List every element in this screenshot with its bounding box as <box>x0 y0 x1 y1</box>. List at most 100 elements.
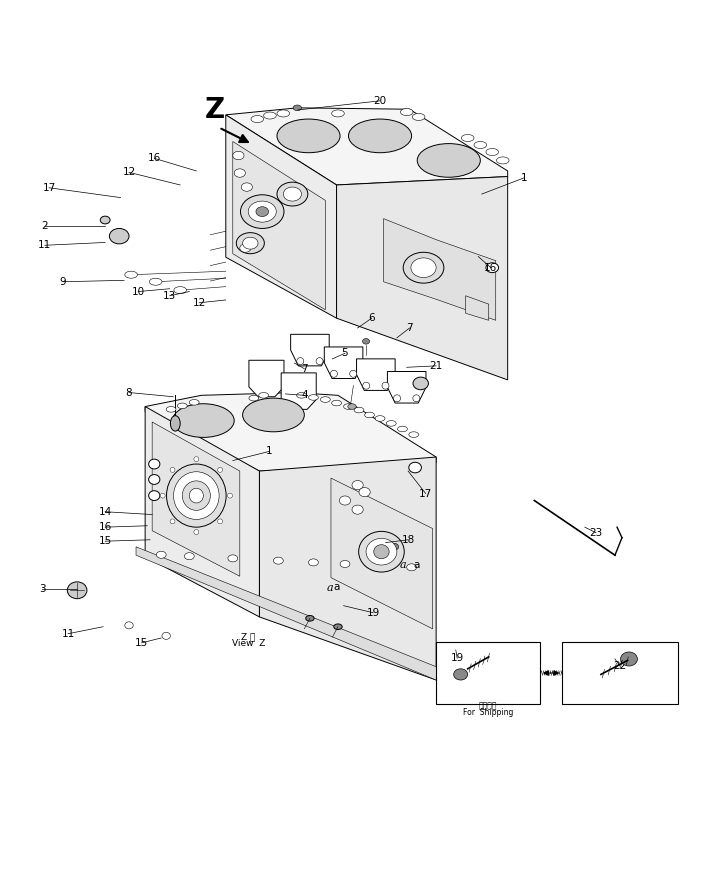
Circle shape <box>394 395 401 402</box>
Text: 5: 5 <box>341 348 348 358</box>
Circle shape <box>382 382 389 389</box>
Ellipse shape <box>263 112 276 119</box>
Ellipse shape <box>359 487 370 497</box>
Ellipse shape <box>293 105 301 111</box>
Ellipse shape <box>348 404 356 409</box>
Ellipse shape <box>363 338 370 344</box>
Ellipse shape <box>251 116 263 123</box>
Ellipse shape <box>182 480 210 510</box>
Ellipse shape <box>241 183 253 191</box>
Ellipse shape <box>218 519 222 524</box>
Ellipse shape <box>233 152 244 160</box>
Ellipse shape <box>403 252 444 283</box>
Ellipse shape <box>218 467 222 473</box>
Text: a: a <box>326 583 333 593</box>
Ellipse shape <box>407 564 417 571</box>
Ellipse shape <box>189 488 203 503</box>
Ellipse shape <box>374 545 389 559</box>
Bar <box>436 642 540 704</box>
Polygon shape <box>260 457 436 680</box>
Polygon shape <box>145 392 436 471</box>
Circle shape <box>350 371 357 378</box>
Text: 10: 10 <box>132 287 145 296</box>
Text: 16: 16 <box>99 522 112 532</box>
Text: 13: 13 <box>163 290 176 301</box>
Ellipse shape <box>259 392 268 399</box>
Ellipse shape <box>354 407 364 412</box>
Text: 19: 19 <box>451 653 464 664</box>
Ellipse shape <box>401 108 413 116</box>
Text: 11: 11 <box>38 241 51 250</box>
Text: 14: 14 <box>99 507 112 517</box>
Ellipse shape <box>296 392 306 399</box>
Ellipse shape <box>332 110 344 117</box>
Text: 11: 11 <box>61 629 75 639</box>
Text: a: a <box>334 582 340 592</box>
Ellipse shape <box>389 543 398 550</box>
Text: View  Z: View Z <box>232 639 265 649</box>
Ellipse shape <box>386 420 396 426</box>
Polygon shape <box>356 359 395 391</box>
Ellipse shape <box>413 113 425 120</box>
Polygon shape <box>337 176 508 380</box>
Text: 2: 2 <box>42 221 48 230</box>
Text: Z 視: Z 視 <box>241 632 256 641</box>
Circle shape <box>316 358 323 364</box>
Polygon shape <box>387 371 426 403</box>
Ellipse shape <box>166 406 176 412</box>
Bar <box>562 642 678 704</box>
Circle shape <box>413 395 420 402</box>
Ellipse shape <box>170 416 180 431</box>
Ellipse shape <box>174 472 219 520</box>
Ellipse shape <box>273 557 283 564</box>
Ellipse shape <box>365 412 375 418</box>
Polygon shape <box>136 547 446 680</box>
Text: 15: 15 <box>99 536 112 546</box>
Ellipse shape <box>411 258 436 277</box>
Ellipse shape <box>241 194 284 228</box>
Ellipse shape <box>161 494 165 498</box>
Ellipse shape <box>170 519 175 524</box>
Text: 3: 3 <box>39 584 45 594</box>
Text: 達通部品: 達通部品 <box>479 701 497 710</box>
Circle shape <box>297 358 304 364</box>
Ellipse shape <box>277 110 289 117</box>
Ellipse shape <box>184 553 194 560</box>
Text: 4: 4 <box>301 391 308 400</box>
Text: 12: 12 <box>122 167 136 177</box>
Ellipse shape <box>352 480 363 490</box>
Ellipse shape <box>308 559 318 566</box>
Ellipse shape <box>149 491 160 501</box>
Text: 15: 15 <box>135 637 149 648</box>
Ellipse shape <box>228 555 238 562</box>
Text: 16: 16 <box>148 153 161 163</box>
Ellipse shape <box>100 216 110 224</box>
Ellipse shape <box>409 462 422 473</box>
Ellipse shape <box>243 399 304 432</box>
Ellipse shape <box>409 432 419 438</box>
Ellipse shape <box>358 531 404 572</box>
Ellipse shape <box>174 287 187 294</box>
Ellipse shape <box>344 404 353 409</box>
Ellipse shape <box>149 474 160 484</box>
Text: 12: 12 <box>192 297 206 308</box>
Polygon shape <box>281 373 316 409</box>
Ellipse shape <box>283 187 301 201</box>
Ellipse shape <box>453 669 467 680</box>
Text: Z: Z <box>205 96 225 124</box>
Polygon shape <box>249 360 284 397</box>
Ellipse shape <box>306 616 314 621</box>
Ellipse shape <box>162 632 170 639</box>
Ellipse shape <box>149 460 160 469</box>
Polygon shape <box>226 115 337 318</box>
Ellipse shape <box>249 395 259 401</box>
Text: 7: 7 <box>406 323 413 333</box>
Polygon shape <box>291 334 329 366</box>
Text: 17: 17 <box>419 488 432 499</box>
Ellipse shape <box>620 652 637 666</box>
Text: 16: 16 <box>484 262 498 273</box>
Ellipse shape <box>334 624 342 630</box>
Polygon shape <box>226 108 508 185</box>
Ellipse shape <box>340 561 350 568</box>
Text: 23: 23 <box>589 528 603 538</box>
